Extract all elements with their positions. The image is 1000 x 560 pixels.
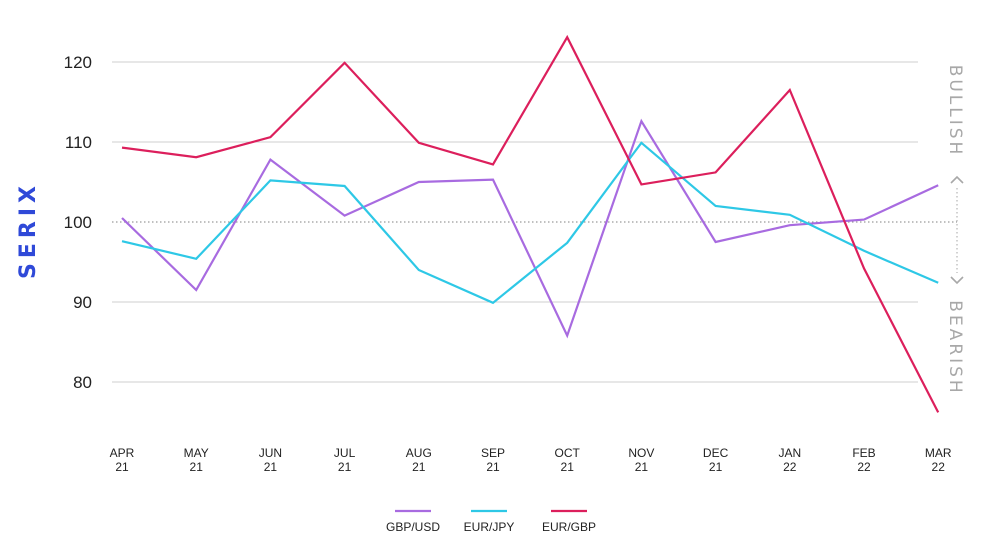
x-tick-year: 21: [709, 460, 723, 474]
legend-label: EUR/JPY: [464, 520, 515, 534]
gridlines: [112, 61, 957, 383]
x-tick-month: AUG: [406, 446, 432, 460]
x-tick-month: JAN: [778, 446, 801, 460]
legend-label: GBP/USD: [386, 520, 440, 534]
chevron-up-icon: [950, 175, 964, 184]
y-axis-label-group: SERIX: [16, 181, 41, 279]
bullish-label: BULLISH: [945, 65, 965, 158]
x-tick-month: NOV: [628, 446, 654, 460]
x-axis-ticks: APR21MAY21JUN21JUL21AUG21SEP21OCT21NOV21…: [110, 446, 952, 474]
x-tick-month: SEP: [481, 446, 505, 460]
x-tick-year: 22: [857, 460, 871, 474]
x-tick-month: MAY: [184, 446, 209, 460]
y-tick-label: 100: [64, 213, 92, 232]
series-line-eur-jpy: [121, 141, 939, 305]
x-tick-year: 21: [635, 460, 649, 474]
x-tick-month: FEB: [852, 446, 875, 460]
x-tick-year: 21: [561, 460, 575, 474]
legend-label: EUR/GBP: [542, 520, 596, 534]
y-tick-label: 80: [73, 373, 92, 392]
x-tick-month: MAR: [925, 446, 952, 460]
series-line-gbp-usd: [121, 118, 939, 339]
x-tick-year: 21: [264, 460, 278, 474]
y-axis-ticks: 80 90 100 110 120: [64, 53, 92, 392]
x-tick-year: 21: [190, 460, 204, 474]
bearish-label: BEARISH: [945, 300, 965, 395]
x-tick-year: 22: [783, 460, 797, 474]
y-tick-label: 90: [73, 293, 92, 312]
legend: GBP/USD EUR/JPY EUR/GBP: [386, 509, 596, 534]
series-line-eur-gbp: [121, 34, 940, 413]
x-tick-year: 22: [932, 460, 946, 474]
x-tick-year: 21: [338, 460, 352, 474]
x-tick-month: DEC: [703, 446, 729, 460]
series-lines: [121, 34, 940, 413]
chevron-down-icon: [950, 276, 964, 285]
x-tick-month: APR: [110, 446, 135, 460]
x-tick-month: OCT: [555, 446, 581, 460]
y-axis-label: SERIX: [16, 181, 41, 279]
x-tick-year: 21: [115, 460, 129, 474]
sentiment-indicator: BULLISH BEARISH: [945, 65, 965, 396]
x-tick-year: 21: [486, 460, 500, 474]
y-tick-label: 120: [64, 53, 92, 72]
y-tick-label: 110: [65, 133, 92, 152]
x-tick-month: JUL: [334, 446, 356, 460]
x-tick-month: JUN: [259, 446, 282, 460]
x-tick-year: 21: [412, 460, 426, 474]
